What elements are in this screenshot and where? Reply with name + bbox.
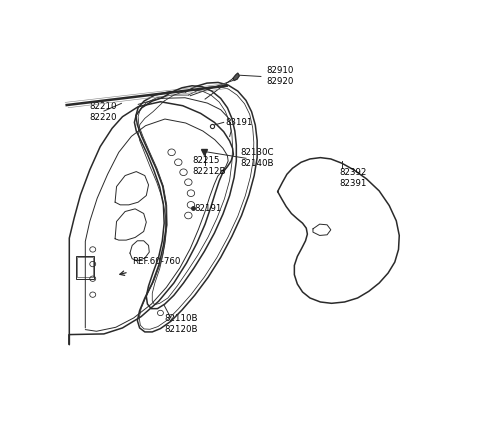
- Text: 83191: 83191: [226, 118, 253, 127]
- Text: 82215
82212B: 82215 82212B: [192, 156, 226, 176]
- Bar: [77, 257, 93, 277]
- Text: 82130C
82140B: 82130C 82140B: [240, 148, 274, 168]
- Text: 82110B
82120B: 82110B 82120B: [164, 314, 198, 334]
- Text: 82191: 82191: [194, 203, 221, 213]
- Polygon shape: [233, 73, 240, 80]
- Text: 82910
82920: 82910 82920: [266, 66, 294, 86]
- Text: 82210
82220: 82210 82220: [89, 102, 117, 122]
- Text: 82392
82391: 82392 82391: [339, 168, 366, 187]
- Text: REF.60-760: REF.60-760: [132, 257, 181, 266]
- Bar: [76, 256, 94, 279]
